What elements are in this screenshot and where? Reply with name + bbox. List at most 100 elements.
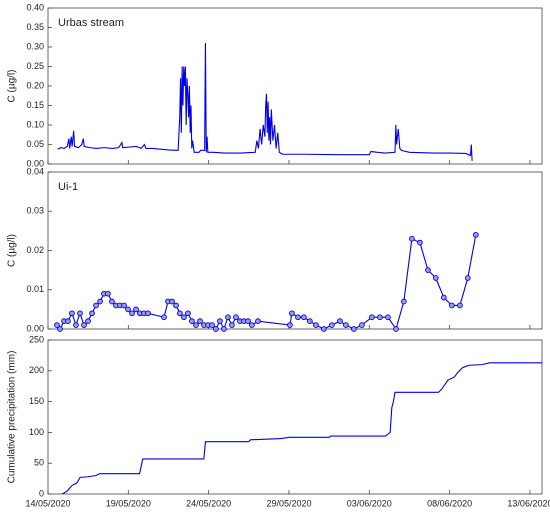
data-point bbox=[233, 314, 239, 321]
data-point bbox=[229, 322, 235, 328]
data-point bbox=[213, 326, 219, 332]
data-point bbox=[440, 294, 447, 301]
data-line bbox=[62, 362, 542, 495]
y-axis-label: Cumulative precipitation (mm) bbox=[7, 351, 18, 484]
data-point bbox=[417, 239, 423, 246]
data-point bbox=[245, 318, 251, 325]
y-tick-label: 0.40 bbox=[26, 2, 44, 12]
data-point bbox=[173, 302, 179, 309]
data-point bbox=[77, 310, 83, 317]
data-line bbox=[56, 234, 477, 331]
data-point bbox=[225, 314, 231, 321]
data-point bbox=[255, 318, 261, 325]
data-point bbox=[351, 326, 357, 332]
data-point bbox=[385, 314, 391, 321]
panel-label: Ui-1 bbox=[58, 181, 78, 193]
x-tick-label: 29/05/2020 bbox=[266, 498, 311, 508]
y-tick-label: 250 bbox=[29, 334, 44, 344]
y-tick-label: 50 bbox=[34, 458, 44, 468]
data-point bbox=[54, 322, 60, 328]
x-tick-label: 14/05/2020 bbox=[25, 498, 70, 508]
x-tick-label: 19/05/2020 bbox=[106, 498, 151, 508]
data-point bbox=[221, 326, 227, 332]
data-point bbox=[105, 290, 111, 297]
data-point bbox=[133, 306, 139, 313]
data-point bbox=[287, 322, 293, 328]
data-point bbox=[69, 310, 75, 317]
y-tick-label: 0.03 bbox=[26, 206, 44, 216]
x-tick-label: 03/06/2020 bbox=[347, 498, 392, 508]
y-axis-label: C (µg/l) bbox=[7, 70, 18, 103]
y-tick-label: 150 bbox=[29, 396, 44, 406]
data-point bbox=[189, 318, 195, 325]
data-point bbox=[73, 322, 79, 328]
data-point bbox=[109, 298, 115, 305]
data-point bbox=[197, 318, 203, 325]
data-point bbox=[249, 322, 255, 328]
y-tick-label: 0.35 bbox=[26, 22, 44, 32]
data-point bbox=[313, 322, 319, 328]
y-tick-label: 0.01 bbox=[26, 284, 44, 294]
data-point bbox=[472, 231, 479, 238]
y-tick-label: 0.02 bbox=[26, 245, 44, 255]
data-point bbox=[89, 310, 95, 317]
y-tick-label: 100 bbox=[29, 427, 44, 437]
data-point bbox=[181, 314, 187, 321]
data-point bbox=[400, 298, 407, 305]
data-point bbox=[161, 314, 167, 321]
y-tick-label: 0.00 bbox=[26, 158, 44, 168]
data-point bbox=[177, 310, 183, 317]
plot-frame bbox=[47, 7, 543, 165]
data-point bbox=[289, 310, 295, 317]
data-point bbox=[145, 310, 151, 317]
data-point bbox=[65, 318, 71, 325]
data-point bbox=[377, 314, 383, 321]
plot-frame bbox=[47, 339, 543, 495]
data-point bbox=[301, 314, 307, 321]
data-point bbox=[329, 322, 335, 328]
data-point bbox=[121, 302, 127, 309]
data-point bbox=[342, 322, 349, 328]
y-tick-label: 200 bbox=[29, 365, 44, 375]
data-point bbox=[409, 235, 415, 242]
data-line bbox=[57, 43, 473, 161]
data-point bbox=[307, 318, 313, 325]
data-point bbox=[169, 298, 175, 305]
data-point bbox=[81, 322, 87, 328]
data-point bbox=[337, 318, 343, 325]
x-tick-label: 08/06/2020 bbox=[427, 498, 472, 508]
data-point bbox=[320, 326, 327, 332]
y-tick-label: 0.30 bbox=[26, 41, 44, 51]
data-point bbox=[97, 298, 103, 305]
y-tick-label: 0 bbox=[39, 488, 44, 498]
y-tick-label: 0.20 bbox=[26, 80, 44, 90]
data-point bbox=[217, 318, 223, 325]
data-point bbox=[129, 310, 135, 317]
y-tick-label: 0.05 bbox=[26, 139, 44, 149]
y-axis-label: C (µg/l) bbox=[7, 234, 18, 267]
data-point bbox=[369, 314, 375, 321]
data-point bbox=[449, 302, 455, 309]
y-tick-label: 0.00 bbox=[26, 323, 44, 333]
y-tick-label: 0.04 bbox=[26, 166, 44, 176]
data-point bbox=[185, 310, 191, 317]
data-point bbox=[457, 302, 463, 309]
data-point bbox=[85, 318, 91, 325]
data-point bbox=[295, 314, 301, 321]
data-point bbox=[93, 302, 99, 309]
data-point bbox=[393, 326, 399, 332]
panel-label: Urbas stream bbox=[58, 17, 124, 29]
data-point bbox=[57, 326, 63, 332]
data-point bbox=[359, 322, 365, 328]
data-point bbox=[464, 275, 471, 281]
y-tick-label: 0.10 bbox=[26, 119, 44, 129]
y-tick-label: 0.25 bbox=[26, 61, 44, 71]
data-point bbox=[209, 322, 215, 328]
x-tick-label: 13/06/2020 bbox=[507, 498, 550, 508]
x-tick-label: 24/05/2020 bbox=[186, 498, 231, 508]
data-point bbox=[425, 267, 431, 273]
data-point bbox=[432, 275, 439, 281]
y-tick-label: 0.15 bbox=[26, 100, 44, 110]
data-point bbox=[125, 306, 131, 313]
